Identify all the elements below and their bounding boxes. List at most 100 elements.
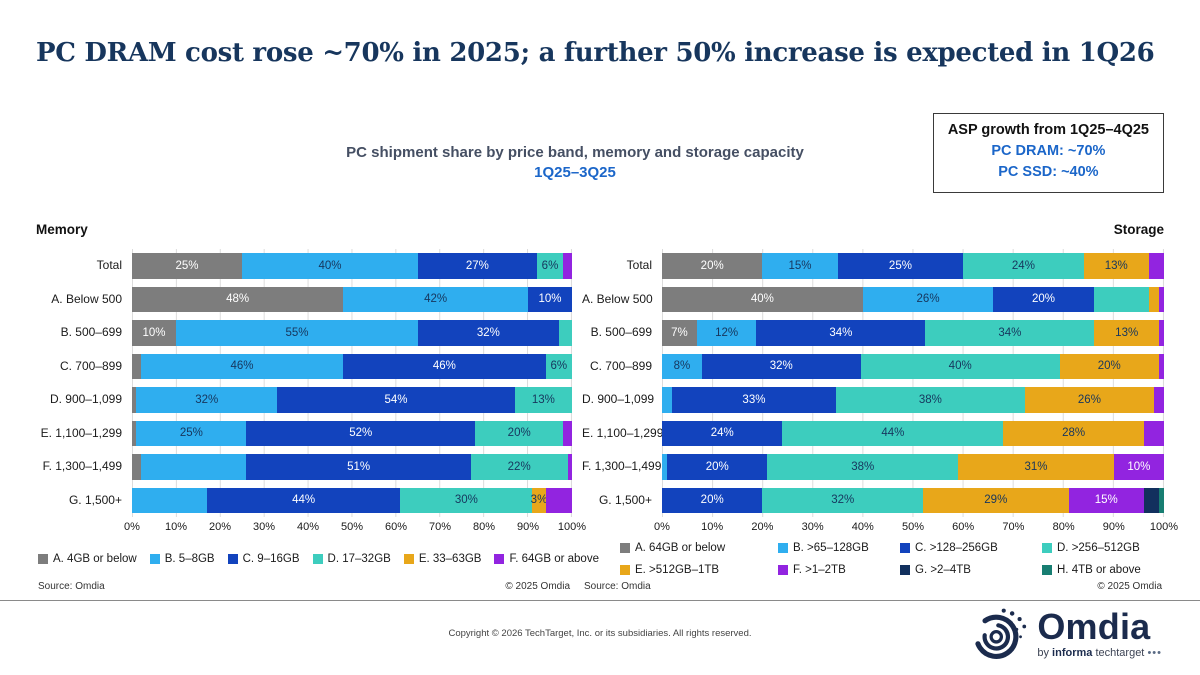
- bar-row: A. Below 500 40% 26% 20%: [582, 286, 1164, 312]
- bar-segment: 10%: [527, 286, 572, 312]
- bar-row: E. 1,100–1,299 25% 52% 20%: [36, 420, 572, 446]
- segment-value-label: 3%: [530, 494, 548, 507]
- stacked-bar: 32% 54% 13%: [132, 387, 572, 413]
- x-axis-tick: 50%: [901, 521, 925, 533]
- bar-segment: [1154, 387, 1164, 413]
- segment-value-label: 40%: [750, 293, 774, 306]
- x-axis-tick: 30%: [801, 521, 824, 533]
- segment-value-label: 12%: [715, 326, 739, 339]
- bar-segment: 25%: [132, 253, 242, 279]
- stacked-bar: 24% 44% 28%: [662, 420, 1164, 446]
- category-label: D. 900–1,099: [582, 392, 655, 406]
- memory-source: Source: Omdia: [38, 581, 105, 592]
- bar-segment: 40%: [662, 286, 863, 312]
- segment-value-label: 30%: [454, 494, 478, 507]
- bar-segment: 6%: [536, 253, 564, 279]
- stacked-bar: 8% 32% 40% 20%: [662, 353, 1164, 379]
- category-label: G. 1,500+: [598, 492, 652, 507]
- legend-item: G. >2–4TB: [900, 564, 1042, 576]
- page-title: PC DRAM cost rose ~70% in 2025; a furthe…: [36, 38, 1155, 68]
- bar-segment: 10%: [1113, 454, 1164, 480]
- bar-segment: 20%: [662, 253, 763, 279]
- x-axis-tick: 40%: [851, 521, 874, 533]
- segment-value-label: 32%: [476, 326, 500, 339]
- bar-segment: [132, 454, 141, 480]
- storage-legend: A. 64GB or below B. >65–128GB C. >128–256G…: [620, 542, 1164, 576]
- x-axis-tick: 60%: [952, 521, 975, 533]
- segment-value-label: 29%: [984, 494, 1008, 507]
- segment-value-label: 44%: [881, 427, 905, 440]
- asp-ssd-line: PC SSD: ~40%: [998, 164, 1099, 181]
- segment-value-label: 28%: [1062, 427, 1086, 440]
- legend-label: H. 4TB or above: [1057, 564, 1141, 576]
- x-axis-tick: 30%: [252, 521, 276, 533]
- segment-value-label: 20%: [1097, 360, 1121, 373]
- storage-copyright: © 2025 Omdia: [1097, 581, 1162, 592]
- segment-value-label: 20%: [700, 494, 724, 507]
- bar-row: E. 1,100–1,299 24% 44% 28%: [582, 420, 1164, 446]
- legend-item: C. 9–16GB: [227, 553, 300, 565]
- segment-value-label: 20%: [700, 259, 724, 272]
- stacked-bar: 20% 32% 29% 15%: [662, 487, 1164, 513]
- bar-segment: 6%: [545, 353, 572, 379]
- bar-segment: [567, 454, 572, 480]
- legend-swatch: [620, 543, 630, 553]
- memory-x-axis: 0% 10% 20% 30% 40% 50% 60% 70% 80% 90% 100%: [124, 520, 586, 538]
- segment-value-label: 7%: [671, 326, 688, 339]
- bar-row: F. 1,300–1,499 20% 38% 31% 10%: [582, 454, 1164, 480]
- bar-segment: [563, 253, 572, 279]
- bar-row: G. 1,500+ 20% 32% 29% 15%: [582, 487, 1164, 513]
- segment-value-label: 38%: [851, 460, 875, 473]
- category-label: C. 700–899: [589, 358, 652, 373]
- asp-growth-callout: ASP growth from 1Q25–4Q25 PC DRAM: ~70% …: [932, 113, 1164, 194]
- segment-value-label: 24%: [1011, 259, 1035, 272]
- bar-segment: [132, 387, 137, 413]
- legend-label: F. >1–2TB: [793, 564, 846, 576]
- storage-chart: Storage Total 20% 15% 25% 24% 13% A. Below 500…: [582, 222, 1178, 592]
- memory-copyright: © 2025 Omdia: [505, 581, 570, 592]
- copyright-line: Copyright © 2026 TechTarget, Inc. or its…: [448, 628, 752, 639]
- stacked-bar: 48% 42% 10%: [132, 286, 572, 312]
- x-axis-tick: 80%: [1052, 521, 1075, 533]
- legend-item: F. 64GB or above: [494, 553, 599, 565]
- storage-footer: Source: Omdia © 2025 Omdia: [584, 581, 1162, 592]
- legend-label: C. >128–256GB: [915, 542, 998, 554]
- segment-value-label: 48%: [226, 293, 250, 306]
- bar-segment: 44%: [206, 487, 401, 513]
- segment-value-label: 40%: [318, 259, 342, 272]
- omdia-logo: Omdia by informa techtarget •••: [972, 606, 1162, 662]
- segment-value-label: 32%: [769, 360, 793, 373]
- segment-value-label: 54%: [384, 393, 408, 406]
- legend-label: F. 64GB or above: [509, 553, 599, 565]
- segment-value-label: 10%: [538, 293, 562, 306]
- bar-segment: [1158, 286, 1164, 312]
- bar-segment: 28%: [1003, 420, 1144, 446]
- category-label: A. Below 500: [582, 291, 653, 306]
- bar-segment: 27%: [418, 253, 537, 279]
- stacked-bar: 7% 12% 34% 34% 13%: [662, 320, 1164, 346]
- bar-segment: 13%: [1083, 253, 1149, 279]
- storage-x-axis: 0% 10% 20% 30% 40% 50% 60% 70% 80% 90% 100%: [654, 520, 1178, 538]
- bar-segment: 51%: [246, 454, 471, 480]
- legend-item: E. >512GB–1TB: [620, 564, 778, 576]
- bar-segment: 46%: [140, 353, 344, 379]
- segment-value-label: 55%: [285, 326, 309, 339]
- bar-segment: 33%: [671, 387, 836, 413]
- divider: [0, 600, 1200, 601]
- legend-label: B. 5–8GB: [164, 553, 215, 565]
- bar-segment: 24%: [662, 420, 783, 446]
- segment-value-label: 24%: [710, 427, 734, 440]
- segment-value-label: 34%: [829, 326, 853, 339]
- storage-plot: Total 20% 15% 25% 24% 13% A. Below 500 40% 26% 20…: [582, 249, 1164, 517]
- stacked-bar: 25% 52% 20%: [132, 420, 572, 446]
- x-axis-tick: 100%: [1149, 521, 1179, 533]
- legend-item: C. >128–256GB: [900, 542, 1042, 554]
- category-label: Total: [626, 258, 652, 272]
- bar-row: A. Below 500 48% 42% 10%: [36, 286, 572, 312]
- legend-swatch: [403, 554, 414, 564]
- stacked-bar: 20% 15% 25% 24% 13%: [662, 253, 1164, 279]
- stacked-bar: 44% 30% 3%: [132, 487, 572, 513]
- bar-segment: 26%: [1024, 387, 1155, 413]
- bar-segment: 55%: [176, 320, 418, 346]
- segment-value-label: 40%: [948, 360, 972, 373]
